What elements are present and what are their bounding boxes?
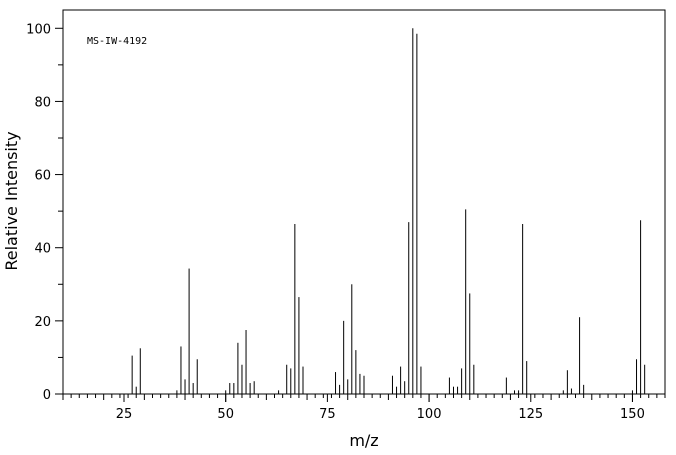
y-tick-label: 60 (34, 169, 51, 184)
y-tick-label: 0 (43, 388, 51, 403)
y-axis-ticks: 0 20 40 60 80 100 (26, 22, 63, 403)
y-tick-label: 80 (34, 95, 51, 110)
x-tick-label: 150 (620, 407, 645, 422)
x-tick-label: 100 (417, 407, 442, 422)
x-tick-label: 125 (518, 407, 543, 422)
y-tick-label: 20 (34, 315, 51, 330)
x-tick-label: 75 (319, 407, 336, 422)
spectrum-peaks (131, 28, 646, 394)
chart-title: MS-IW-4192 (87, 36, 147, 47)
y-tick-label: 100 (26, 22, 51, 37)
x-axis-label: m/z (349, 431, 378, 450)
x-tick-label: 25 (116, 407, 133, 422)
x-tick-label: 50 (217, 407, 234, 422)
y-axis-label: Relative Intensity (2, 131, 21, 270)
x-axis-ticks: 25 50 75 100 125 150 (62, 394, 666, 422)
y-tick-label: 40 (34, 242, 51, 257)
